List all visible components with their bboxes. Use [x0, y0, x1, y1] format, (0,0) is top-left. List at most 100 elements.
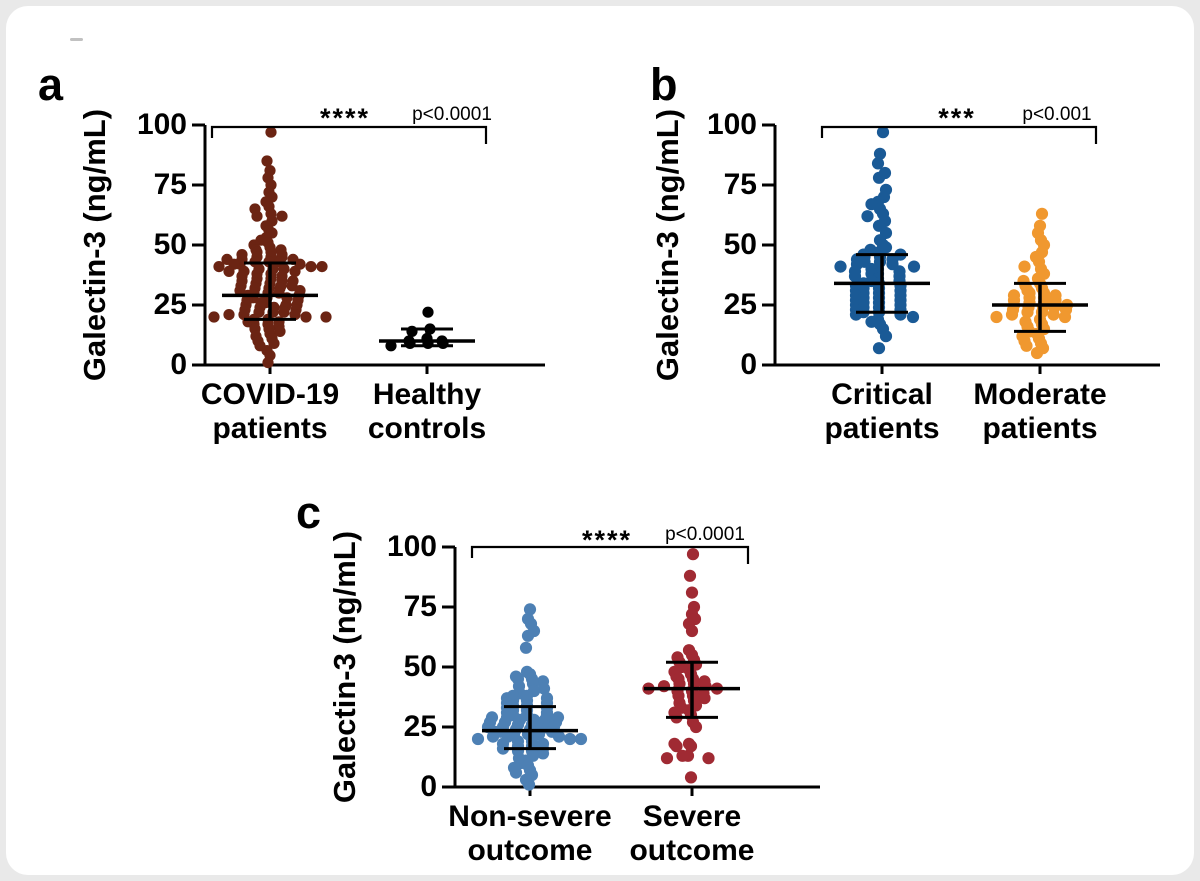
data-point	[289, 265, 301, 277]
data-point	[276, 210, 288, 222]
data-point	[1021, 306, 1034, 319]
data-point	[251, 210, 263, 222]
panel-c-group2-label: Severe outcome	[629, 800, 755, 867]
panel-b-ytick-100: 100	[706, 108, 757, 141]
panel-a-plot	[192, 123, 545, 374]
data-point	[684, 740, 698, 753]
data-point	[657, 680, 671, 693]
panel-a-group2-label: Healthy controls	[367, 378, 487, 445]
panel-c-letter: c	[296, 487, 322, 538]
data-point	[278, 306, 290, 318]
data-point	[1005, 308, 1019, 321]
artifact-dash	[70, 38, 83, 41]
panel-a-ytick-100: 100	[136, 108, 187, 141]
data-point	[385, 340, 397, 352]
group-2-dots	[642, 548, 724, 784]
data-point	[223, 265, 235, 277]
data-point	[289, 309, 301, 321]
panel-b-p-value: p<0.001	[1022, 104, 1092, 125]
panel-b-ytick-50: 50	[723, 228, 757, 261]
data-point	[879, 330, 893, 343]
group-1-dots	[471, 603, 588, 791]
panel-c-ytick-50: 50	[403, 650, 437, 683]
data-point	[320, 311, 332, 323]
data-point	[834, 260, 847, 273]
panel-b-group1-label: Critical patients	[824, 378, 940, 445]
data-point	[676, 749, 689, 762]
data-point	[1018, 260, 1031, 273]
data-point	[563, 732, 577, 746]
data-point	[208, 311, 220, 323]
data-point	[496, 742, 510, 755]
panel-b-significance-stars: ***	[938, 103, 976, 133]
data-point	[698, 692, 711, 705]
panel-a-ytick-75: 75	[153, 168, 187, 201]
data-point	[1030, 346, 1044, 360]
panel-c-p-value: p<0.0001	[665, 524, 745, 545]
group-1-error-bars	[222, 261, 318, 321]
panel-b-ytick-75: 75	[723, 168, 757, 201]
data-point	[990, 310, 1003, 324]
data-point	[552, 730, 566, 743]
group-1-error-bars	[482, 705, 578, 751]
group-2-error-bars	[379, 327, 475, 348]
data-point	[300, 311, 312, 323]
data-point	[471, 732, 485, 746]
data-point	[872, 171, 886, 184]
data-point	[316, 261, 328, 273]
data-point	[1020, 339, 1033, 352]
panel-b-ytick-25: 25	[723, 288, 757, 321]
data-point	[265, 126, 277, 138]
data-point	[521, 629, 535, 642]
data-point	[574, 732, 588, 746]
panel-c-ytick-75: 75	[403, 590, 437, 623]
group-2-error-bars	[992, 281, 1088, 333]
data-point	[683, 569, 697, 582]
panel-a-letter: a	[38, 59, 64, 110]
data-point	[305, 261, 317, 273]
data-point	[1058, 310, 1072, 324]
group-1-error-bars	[834, 253, 930, 314]
data-point	[872, 342, 886, 355]
data-point	[261, 155, 273, 167]
data-point	[702, 752, 715, 765]
group-1-dots	[208, 126, 332, 369]
data-point	[685, 586, 699, 599]
panel-b-letter: b	[650, 59, 678, 110]
data-point	[1047, 308, 1060, 321]
data-point	[537, 682, 551, 695]
significance-bracket	[210, 125, 488, 144]
data-point	[223, 309, 235, 321]
data-point	[849, 308, 863, 321]
panel-a-ytick-25: 25	[153, 288, 187, 321]
data-point	[894, 308, 907, 321]
panel-a-ytick-50: 50	[153, 228, 187, 261]
data-point	[486, 730, 500, 743]
panel-a-group1-label: COVID-19 patients	[200, 378, 340, 445]
data-point	[274, 325, 286, 337]
data-point	[689, 720, 703, 734]
group-1-dots	[834, 126, 921, 355]
panel-b-ytick-0: 0	[740, 348, 757, 381]
panel-c-plot	[442, 545, 820, 796]
data-point	[876, 126, 890, 139]
data-point	[685, 624, 699, 638]
panel-a-ytick-0: 0	[170, 348, 187, 381]
data-point	[684, 771, 698, 784]
data-point	[519, 641, 533, 654]
data-point	[907, 260, 921, 273]
data-point	[536, 747, 550, 760]
panel-c-group1-label: Non-severe outcome	[448, 800, 612, 867]
data-point	[523, 603, 537, 616]
data-point	[262, 357, 274, 369]
data-point	[873, 147, 887, 160]
panel-c-ytick-25: 25	[403, 710, 437, 743]
panel-a-significance-stars: ****	[319, 103, 371, 133]
panel-c-ytick-100: 100	[386, 530, 437, 563]
panel-b-group2-label: Moderate patients	[973, 378, 1107, 445]
data-point	[509, 766, 523, 779]
data-point	[422, 306, 434, 318]
panel-c-significance-stars: ****	[581, 525, 633, 555]
data-point	[861, 210, 874, 223]
